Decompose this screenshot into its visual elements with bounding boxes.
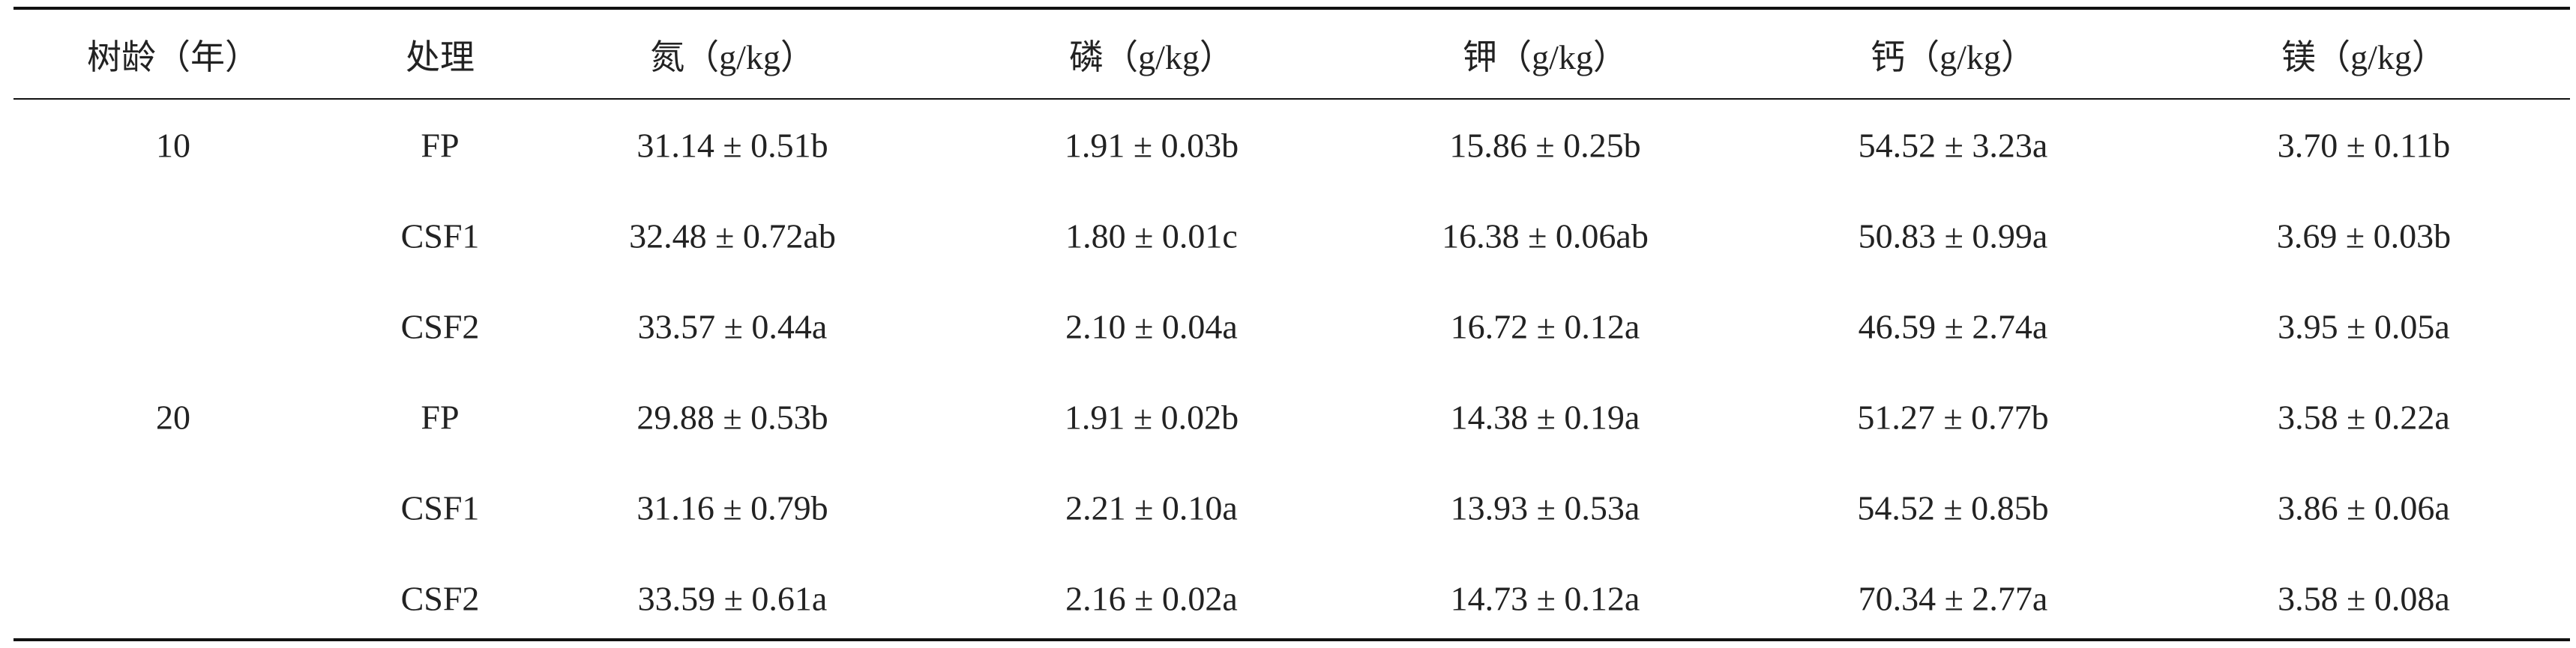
value-cell: 15.86 ± 0.25b — [1449, 126, 1641, 165]
header-cell: 树龄（年） — [87, 38, 259, 76]
value-cell: 51.27 ± 0.77b — [1857, 398, 2049, 437]
header-rule — [13, 98, 2570, 100]
value-cell: 13.93 ± 0.53a — [1450, 488, 1640, 527]
value-cell: 3.58 ± 0.22a — [2278, 398, 2450, 437]
value-cell: 32.48 ± 0.72ab — [629, 216, 836, 255]
treatment-cell: CSF1 — [400, 216, 480, 255]
value-cell: 31.16 ± 0.79b — [637, 488, 828, 527]
bottom-rule — [13, 638, 2570, 641]
value-cell: 50.83 ± 0.99a — [1858, 216, 2048, 255]
header-cell: 处理 — [406, 38, 475, 76]
value-cell: 31.14 ± 0.51b — [637, 126, 828, 165]
value-cell: 3.58 ± 0.08a — [2278, 579, 2450, 618]
value-cell: 3.70 ± 0.11b — [2277, 126, 2451, 165]
treatment-cell: FP — [421, 126, 460, 165]
value-cell: 3.95 ± 0.05a — [2278, 307, 2450, 346]
value-cell: 2.10 ± 0.04a — [1065, 307, 1238, 346]
value-cell: 2.21 ± 0.10a — [1065, 488, 1238, 527]
value-cell: 46.59 ± 2.74a — [1858, 307, 2048, 346]
value-cell: 16.38 ± 0.06ab — [1442, 216, 1649, 255]
age-cell: 20 — [156, 398, 190, 437]
header-cell: 氮（g/kg） — [650, 38, 815, 76]
header-cell: 钙（g/kg） — [1871, 38, 2035, 76]
value-cell: 54.52 ± 0.85b — [1857, 488, 2049, 527]
value-cell: 14.38 ± 0.19a — [1450, 398, 1640, 437]
value-cell: 1.91 ± 0.02b — [1064, 398, 1239, 437]
treatment-cell: CSF2 — [400, 307, 480, 346]
age-cell: 10 — [156, 126, 190, 165]
value-cell: 70.34 ± 2.77a — [1858, 579, 2048, 618]
treatment-cell: CSF2 — [400, 579, 480, 618]
header-cell: 磷（g/kg） — [1069, 38, 1234, 76]
value-cell: 1.91 ± 0.03b — [1064, 126, 1239, 165]
value-cell: 3.69 ± 0.03b — [2276, 216, 2452, 255]
header-cell: 钾（g/kg） — [1463, 38, 1628, 76]
treatment-cell: FP — [421, 398, 460, 437]
value-cell: 54.52 ± 3.23a — [1858, 126, 2048, 165]
treatment-cell: CSF1 — [400, 488, 480, 527]
value-cell: 16.72 ± 0.12a — [1450, 307, 1640, 346]
header-cell: 镁（g/kg） — [2281, 38, 2446, 76]
top-rule — [13, 7, 2570, 10]
value-cell: 1.80 ± 0.01c — [1065, 216, 1238, 255]
value-cell: 14.73 ± 0.12a — [1450, 579, 1640, 618]
value-cell: 3.86 ± 0.06a — [2278, 488, 2450, 527]
value-cell: 33.57 ± 0.44a — [637, 307, 828, 346]
value-cell: 2.16 ± 0.02a — [1065, 579, 1238, 618]
value-cell: 33.59 ± 0.61a — [637, 579, 828, 618]
value-cell: 29.88 ± 0.53b — [637, 398, 828, 437]
